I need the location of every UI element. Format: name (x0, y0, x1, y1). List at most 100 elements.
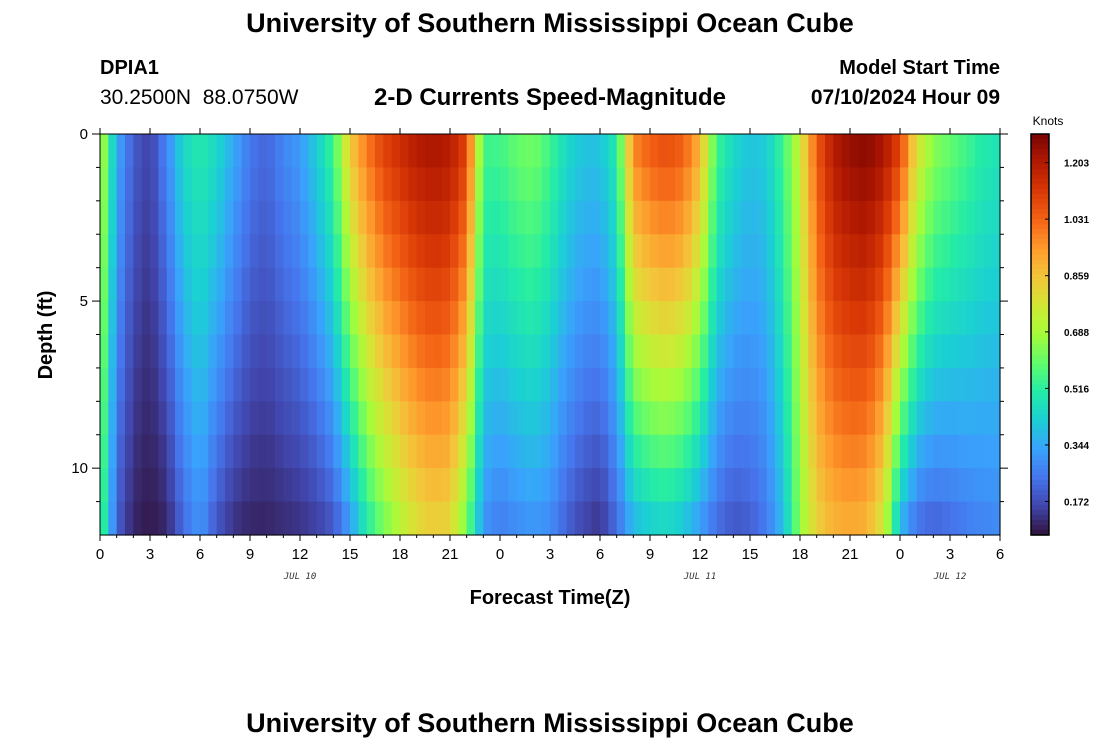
heatmap-cell (608, 401, 618, 436)
heatmap-cell (475, 334, 484, 369)
heatmap-cell (708, 501, 718, 536)
heatmap-cell (191, 334, 201, 369)
x-tick-label: 3 (546, 546, 554, 563)
heatmap-cell (308, 434, 318, 469)
heatmap-cell (650, 501, 659, 536)
heatmap-cell (166, 434, 176, 469)
colorbar-band (1031, 474, 1049, 481)
heatmap-cell (658, 434, 668, 469)
heatmap-cell (458, 501, 468, 536)
heatmap-cell (758, 134, 768, 169)
heatmap-cell (250, 267, 259, 302)
heatmap-cell (725, 167, 734, 202)
heatmap-cell (441, 167, 451, 202)
heatmap-cell (791, 234, 801, 269)
heatmap-cell (275, 367, 284, 402)
heatmap-cell (958, 134, 968, 169)
heatmap-cell (175, 301, 184, 336)
heatmap-cell (325, 401, 334, 436)
heatmap-cell (125, 234, 134, 269)
heatmap-cell (633, 501, 643, 536)
heatmap-cell (891, 301, 901, 336)
heatmap-cell (441, 434, 451, 469)
heatmap-cell (466, 434, 476, 469)
heatmap-cell (966, 367, 976, 402)
heatmap-cell (591, 267, 601, 302)
heatmap-cell (925, 367, 934, 402)
heatmap-cell (783, 167, 793, 202)
heatmap-cell (958, 434, 968, 469)
heatmap-cell (800, 367, 809, 402)
heatmap-cell (175, 334, 184, 369)
heatmap-cell (350, 334, 359, 369)
colorbar-band (1031, 169, 1049, 175)
heatmap-cell (808, 367, 818, 402)
heatmap-cell (208, 501, 218, 536)
heatmap-cell (450, 367, 459, 402)
heatmap-cell (975, 334, 984, 369)
heatmap-cell (266, 468, 276, 503)
heatmap-cell (875, 468, 884, 503)
colorbar-band (1031, 149, 1049, 155)
heatmap-cell (466, 267, 476, 302)
heatmap-cell (166, 401, 176, 436)
heatmap-cell (741, 334, 751, 369)
heatmap-cell (741, 267, 751, 302)
heatmap-cell (541, 468, 551, 503)
heatmap-cell (675, 267, 684, 302)
heatmap-cell (208, 367, 218, 402)
heatmap-cell (641, 200, 651, 235)
heatmap-cell (441, 501, 451, 536)
heatmap-cell (566, 134, 576, 169)
heatmap-cell (516, 334, 526, 369)
heatmap-cell (158, 401, 168, 436)
heatmap-cell (600, 200, 609, 235)
heatmap-cell (158, 434, 168, 469)
heatmap-cell (783, 134, 793, 169)
heatmap-cell (908, 367, 918, 402)
heatmap-cell (116, 200, 126, 235)
heatmap-cell (291, 301, 301, 336)
heatmap-cell (950, 401, 959, 436)
heatmap-cell (866, 334, 876, 369)
heatmap-cell (600, 234, 609, 269)
heatmap-cell (283, 401, 293, 436)
heatmap-cell (500, 134, 509, 169)
heatmap-cell (816, 334, 826, 369)
heatmap-cell (925, 434, 934, 469)
heatmap-cell (775, 367, 784, 402)
heatmap-cell (475, 234, 484, 269)
heatmap-cell (266, 434, 276, 469)
heatmap-cell (175, 468, 184, 503)
heatmap-cell (541, 501, 551, 536)
heatmap-cell (866, 167, 876, 202)
heatmap-cell (791, 501, 801, 536)
heatmap-cell (875, 234, 884, 269)
heatmap-cell (208, 200, 218, 235)
colorbar-band (1031, 369, 1049, 376)
heatmap-cell (533, 167, 543, 202)
heatmap-cell (816, 134, 826, 169)
heatmap-cell (866, 134, 876, 169)
heatmap-cell (791, 401, 801, 436)
heatmap-cell (975, 234, 984, 269)
heatmap-cell (425, 434, 434, 469)
heatmap-cell (241, 434, 251, 469)
heatmap-cell (675, 334, 684, 369)
heatmap-cell (475, 200, 484, 235)
heatmap-cell (316, 134, 326, 169)
heatmap-cell (225, 167, 234, 202)
heatmap-cell (233, 267, 243, 302)
heatmap-cell (341, 234, 351, 269)
heatmap-cell (266, 200, 276, 235)
heatmap-cell (466, 200, 476, 235)
heatmap-cell (341, 367, 351, 402)
heatmap-cell (441, 468, 451, 503)
heatmap-cell (191, 234, 201, 269)
heatmap-cell (316, 234, 326, 269)
heatmap-cell (991, 301, 1001, 336)
heatmap-cell (908, 267, 918, 302)
heatmap-cell (800, 200, 809, 235)
x-tick-label: 12 (292, 546, 309, 563)
heatmap-cell (716, 301, 726, 336)
